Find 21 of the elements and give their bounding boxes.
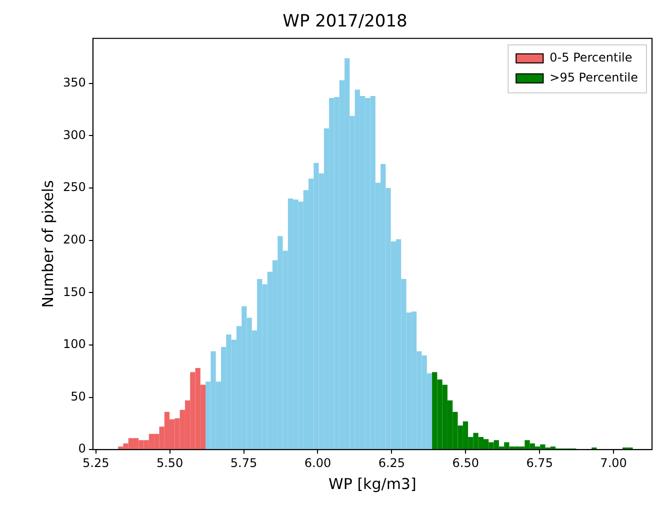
legend-label: >95 Percentile xyxy=(550,70,638,85)
legend-label: 0-5 Percentile xyxy=(550,50,632,65)
x-tick-label: 6.75 xyxy=(526,456,553,470)
y-tick-label: 250 xyxy=(63,180,86,194)
y-tick-label: 100 xyxy=(63,337,86,352)
y-tick-label: 50 xyxy=(70,389,86,404)
x-tick-label: 6.00 xyxy=(304,456,332,470)
y-tick-label: 350 xyxy=(63,76,86,90)
x-tick-label: 6.50 xyxy=(452,456,479,470)
y-tick-label: 0 xyxy=(78,442,86,456)
chart-title: WP 2017/2018 xyxy=(282,12,408,32)
y-axis-title: Number of pixels xyxy=(38,180,57,308)
x-tick-label: 6.25 xyxy=(378,456,406,470)
x-tick-label: 5.50 xyxy=(156,456,184,470)
y-tick-label: 300 xyxy=(63,128,86,142)
x-tick-label: 5.75 xyxy=(230,456,258,470)
x-tick-label: 5.25 xyxy=(82,456,110,470)
x-tick-label: 7.00 xyxy=(600,456,627,470)
y-tick-label: 150 xyxy=(63,284,86,299)
y-tick-label: 200 xyxy=(63,232,86,246)
x-axis-title: WP [kg/m3] xyxy=(328,474,416,493)
